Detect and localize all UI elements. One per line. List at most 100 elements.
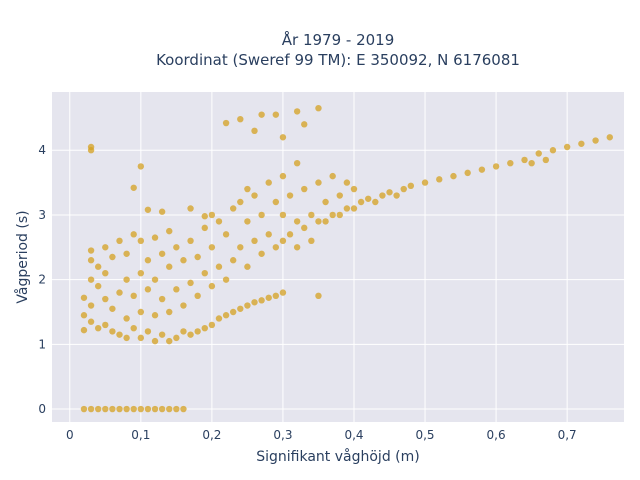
data-point xyxy=(102,405,109,413)
data-point xyxy=(258,250,265,257)
data-point xyxy=(144,257,152,264)
data-point xyxy=(137,405,145,413)
data-point xyxy=(450,172,457,180)
data-point xyxy=(222,119,230,127)
data-point xyxy=(180,328,187,335)
data-point xyxy=(201,269,208,277)
data-point xyxy=(592,137,599,144)
data-point xyxy=(130,231,137,238)
data-point xyxy=(208,282,216,290)
data-point xyxy=(528,159,535,167)
data-point xyxy=(364,195,372,202)
data-point xyxy=(308,211,315,219)
data-point xyxy=(215,315,223,322)
data-point xyxy=(187,237,194,245)
data-point xyxy=(265,231,272,238)
data-point xyxy=(293,108,301,115)
data-point xyxy=(322,218,329,225)
data-point xyxy=(194,328,201,335)
data-point xyxy=(279,289,287,296)
data-point xyxy=(173,405,180,413)
data-point xyxy=(315,179,322,186)
data-point xyxy=(144,405,152,413)
data-point xyxy=(229,308,237,316)
data-point xyxy=(151,405,159,413)
data-point xyxy=(137,269,145,277)
x-tick-label: 0,5 xyxy=(415,428,434,442)
data-point xyxy=(315,104,322,112)
data-point xyxy=(251,192,258,199)
data-point xyxy=(265,294,272,301)
data-point xyxy=(492,163,500,170)
y-tick-label: 4 xyxy=(38,143,46,157)
y-tick-label: 1 xyxy=(38,337,46,351)
data-point xyxy=(80,312,88,319)
data-point xyxy=(87,147,95,154)
data-point xyxy=(151,234,159,241)
data-point xyxy=(144,206,152,213)
data-point xyxy=(130,292,137,300)
data-point xyxy=(94,282,102,290)
data-point xyxy=(130,184,137,191)
data-point xyxy=(201,224,208,232)
data-point xyxy=(130,405,137,413)
data-point xyxy=(109,328,116,335)
data-point xyxy=(244,185,251,193)
data-point xyxy=(343,179,351,186)
data-point xyxy=(237,305,244,312)
axis-ticks: 0 0,1 0,2 0,3 0,4 0,5 0,6 0,7 0 1 2 3 4 xyxy=(38,143,576,442)
data-point xyxy=(244,302,251,309)
data-point xyxy=(166,227,173,235)
data-point xyxy=(301,224,308,232)
data-point xyxy=(173,244,180,251)
data-point xyxy=(301,121,308,128)
plot-area xyxy=(52,92,624,422)
data-point xyxy=(372,198,379,206)
data-point xyxy=(507,159,514,167)
data-point xyxy=(436,176,443,183)
data-point xyxy=(464,169,471,177)
data-point xyxy=(144,328,152,335)
data-point xyxy=(87,276,95,283)
data-point xyxy=(116,289,123,296)
chart-title-line-2: Koordinat (Sweref 99 TM): E 350092, N 61… xyxy=(156,51,520,69)
data-point xyxy=(478,166,486,173)
data-point xyxy=(180,405,187,413)
data-point xyxy=(336,211,343,219)
data-point xyxy=(158,250,166,257)
data-point xyxy=(166,308,173,316)
data-point xyxy=(102,295,109,303)
data-point xyxy=(109,305,116,312)
data-point xyxy=(251,299,258,306)
data-point xyxy=(400,185,407,193)
data-point xyxy=(322,198,329,206)
x-tick-label: 0,7 xyxy=(558,428,577,442)
data-point xyxy=(237,115,244,123)
data-point xyxy=(244,263,251,270)
data-point xyxy=(194,292,201,300)
data-point xyxy=(166,405,173,413)
y-axis-label: Vågperiod (s) xyxy=(14,210,31,303)
data-point xyxy=(293,218,301,225)
data-point xyxy=(187,331,194,338)
data-point xyxy=(329,172,336,180)
data-point xyxy=(535,150,542,157)
data-point xyxy=(173,334,180,342)
x-tick-label: 0 xyxy=(66,428,74,442)
data-point xyxy=(137,237,145,245)
x-tick-label: 0,2 xyxy=(202,428,221,442)
data-point xyxy=(215,263,223,270)
data-point xyxy=(180,302,187,309)
data-point xyxy=(229,205,237,212)
x-axis-label: Signifikant våghöjd (m) xyxy=(256,448,419,465)
data-point xyxy=(180,257,187,264)
data-point xyxy=(272,111,280,118)
data-point xyxy=(102,321,109,329)
x-tick-label: 0,4 xyxy=(344,428,363,442)
data-point xyxy=(187,279,194,287)
data-point xyxy=(286,192,294,199)
data-point xyxy=(187,205,194,212)
data-point xyxy=(173,286,180,293)
data-point xyxy=(123,315,130,322)
